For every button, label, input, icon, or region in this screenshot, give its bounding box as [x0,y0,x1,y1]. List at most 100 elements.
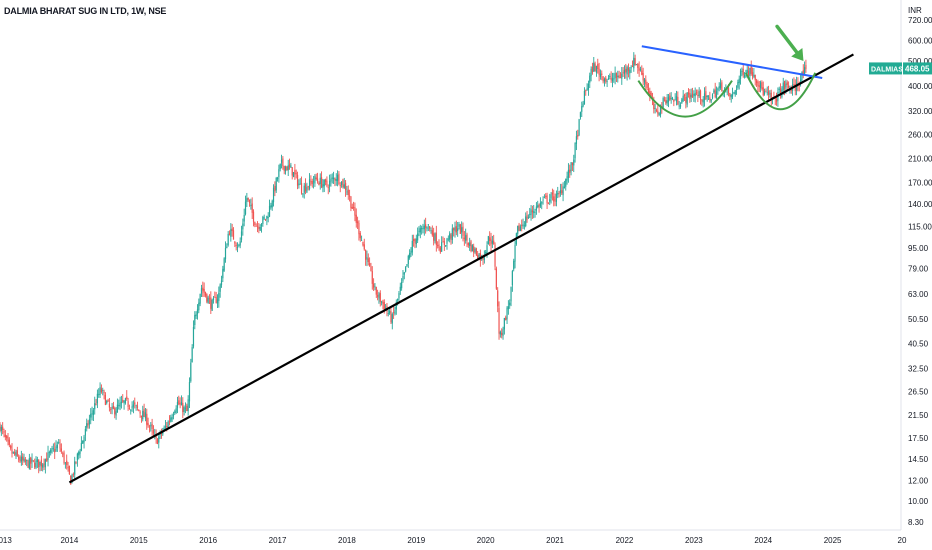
candle-body [654,108,656,109]
candle-body [22,456,24,461]
candle-body [438,244,440,248]
candle-body [478,254,480,260]
candle-body [220,280,223,286]
candle-body [303,185,305,193]
candle-body [442,241,444,243]
candle-body [426,227,428,230]
candle-body [228,233,231,235]
candle-body [710,99,712,102]
candle-body [558,192,560,194]
candle-body [737,81,739,88]
candle-body [393,312,395,314]
candle-body [166,425,168,428]
candle-body [272,187,275,203]
y-tick-label: 32.50 [908,364,929,373]
candle-body [766,92,768,94]
candle-body [0,424,1,431]
candle-body [79,450,81,454]
candle-body [495,268,497,289]
candle-body [799,79,802,85]
candle-body [615,72,618,78]
candle-body [501,332,503,336]
candle-body [312,181,315,183]
candle-body [139,411,141,414]
candle-body [72,474,74,475]
candle-body [323,179,325,187]
candle-body [143,409,145,417]
candle-body [447,238,449,240]
candle-body [691,93,694,98]
candle-body [677,96,679,105]
candle-body [103,391,105,394]
candle-body [541,202,543,204]
y-tick-label: 170.00 [908,178,932,187]
candle-body [629,69,631,74]
candle-body [198,302,200,311]
candle-body [619,77,622,79]
candle-body [383,302,385,310]
candle-body [59,443,61,449]
candle-body [356,221,359,224]
candle-body [689,93,691,99]
candle-body [90,413,92,418]
candle-body [43,463,45,466]
candle-body [74,461,76,475]
candle-body [2,426,4,430]
candle-body [361,240,363,241]
candle-body [330,178,332,182]
candle-body [733,92,735,94]
candle-body [538,204,540,208]
candle-body [23,458,25,461]
candle-body [590,68,592,77]
candle-body [702,99,704,103]
candle-body [717,88,719,91]
candle-body [703,93,706,101]
candle-body [617,75,619,78]
candle-body [757,81,759,86]
candle-body [16,450,18,456]
candle-body [234,241,236,244]
candle-body [304,184,307,192]
candle-body [352,207,355,208]
candle-body [56,444,58,449]
candle-body [454,227,456,232]
candle-body [146,413,148,425]
candle-body [659,104,662,116]
candle-body [266,215,268,219]
candle-body [542,199,544,201]
candle-body [182,402,184,413]
candle-body [770,92,772,100]
candle-body [76,453,78,461]
candle-body [419,228,421,233]
candle-body [155,434,157,439]
candle-body [718,86,720,89]
candle-body [782,82,784,91]
candle-body [164,426,167,428]
candle-body [666,100,668,104]
candle-body [534,211,536,213]
candle-body [479,253,481,261]
candle-body [682,95,684,101]
candle-body [750,66,752,74]
candle-body [351,206,353,209]
candle-body [102,390,104,391]
candle-body [279,163,281,170]
candle-body [706,96,708,98]
candle-body [674,99,676,101]
candle-body [195,314,197,317]
candle-body [203,289,205,293]
candle-body [747,70,750,76]
candle-body [649,91,651,95]
candle-body [24,459,26,463]
candle-body [256,226,259,228]
candle-body [529,213,531,215]
y-tick-label: 79.00 [908,265,929,274]
candle-body [126,396,128,399]
x-tick-label: 2022 [616,536,634,545]
candle-body [87,423,89,426]
candle-body [270,205,272,208]
y-tick-label: 10.00 [908,497,929,506]
candle-body [641,70,643,75]
candle-body [244,201,247,215]
candle-body [506,307,508,320]
